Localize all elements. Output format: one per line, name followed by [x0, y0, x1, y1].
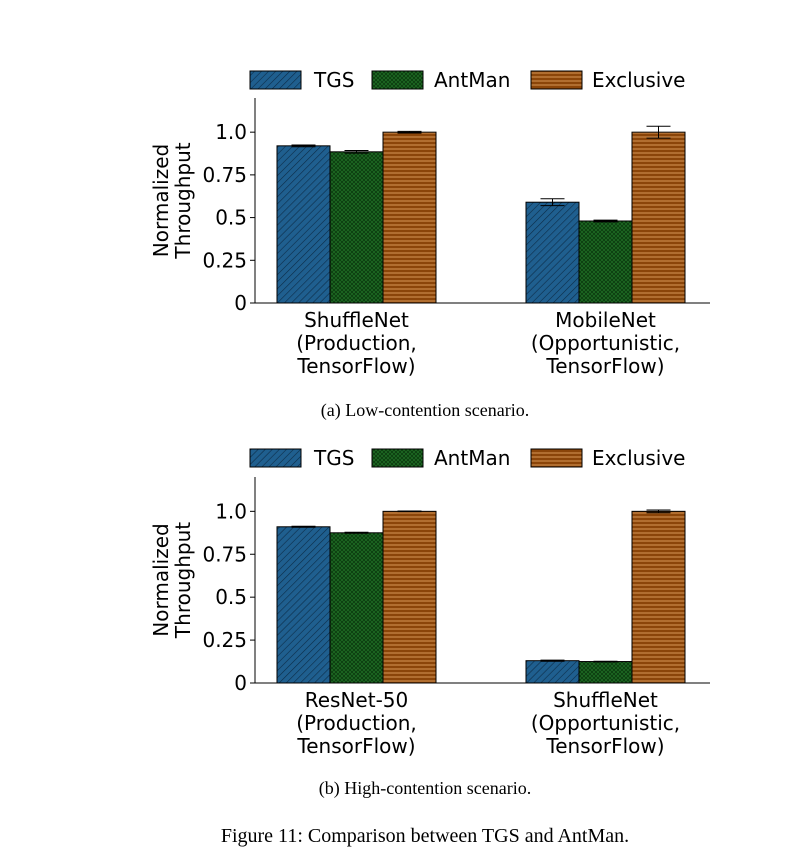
legend-swatch-antman [371, 448, 424, 468]
error-bar-exclusive-1 [646, 125, 671, 139]
bar-tgs-0 [276, 145, 331, 304]
x-category-label: MobileNet (Opportunistic, TensorFlow) [531, 308, 680, 378]
legend-swatch-tgs [249, 70, 302, 90]
error-bar-exclusive-0 [397, 130, 422, 134]
legend-swatch-antman [371, 70, 424, 90]
legend-swatch-exclusive [530, 448, 583, 468]
y-tick-label: 0.25 [202, 628, 247, 652]
bar-tgs-1 [525, 201, 580, 304]
panel-a: TGS AntMan Exclusive 0 0.25 0.5 0.75 1.0 Normali… [149, 68, 710, 421]
bar-antman-1 [578, 661, 633, 684]
bar-antman-1 [578, 220, 633, 304]
error-bar-exclusive-1 [646, 509, 671, 514]
bar-tgs-1 [525, 660, 580, 684]
x-category-label: ShuffleNet (Production, TensorFlow) [296, 308, 417, 378]
legend-label-antman: AntMan [434, 68, 510, 92]
legend-label-exclusive: Exclusive [592, 68, 685, 92]
y-tick-label: 1.0 [215, 499, 247, 523]
error-bar-antman-1 [593, 219, 618, 223]
legend-label-exclusive: Exclusive [592, 446, 685, 470]
legend-swatch-exclusive [530, 70, 583, 90]
legend-label-tgs: TGS [313, 446, 354, 470]
panel-caption: (b) High-contention scenario. [319, 778, 531, 799]
bar-exclusive-1 [631, 131, 686, 304]
y-tick-label: 0.75 [202, 542, 247, 566]
bar-exclusive-1 [631, 510, 686, 684]
error-bar-tgs-1 [540, 659, 565, 662]
error-bar-antman-1 [593, 660, 618, 663]
panel-caption: (a) Low-contention scenario. [321, 400, 529, 421]
panel-b: TGS AntMan Exclusive 0 0.25 0.5 0.75 1.0 Normali… [149, 446, 710, 799]
bar-antman-0 [329, 151, 384, 304]
error-bar-tgs-0 [291, 525, 316, 528]
bar-antman-0 [329, 532, 384, 684]
legend-label-tgs: TGS [313, 68, 354, 92]
bar-tgs-0 [276, 526, 331, 684]
error-bar-tgs-0 [291, 144, 316, 148]
y-axis-label: NormalizedThroughput [149, 142, 195, 259]
y-tick-label: 1.0 [215, 120, 247, 144]
y-tick-label: 0 [234, 671, 247, 695]
error-bar-tgs-1 [540, 198, 565, 207]
y-axis-label: NormalizedThroughput [149, 522, 195, 639]
y-tick-label: 0 [234, 291, 247, 315]
legend-label-antman: AntMan [434, 446, 510, 470]
figure-caption: Figure 11: Comparison between TGS and An… [221, 825, 629, 847]
x-category-label: ShuffleNet (Opportunistic, TensorFlow) [531, 688, 680, 758]
error-bar-antman-0 [344, 149, 369, 154]
error-bar-antman-0 [344, 531, 369, 534]
bar-exclusive-0 [382, 510, 437, 684]
error-bar-exclusive-0 [397, 510, 422, 513]
legend-swatch-tgs [249, 448, 302, 468]
x-category-label: ResNet-50 (Production, TensorFlow) [296, 688, 417, 758]
y-tick-label: 0.5 [215, 585, 247, 609]
y-tick-label: 0.5 [215, 206, 247, 230]
bar-exclusive-0 [382, 131, 437, 304]
y-tick-label: 0.75 [202, 163, 247, 187]
y-tick-label: 0.25 [202, 248, 247, 272]
